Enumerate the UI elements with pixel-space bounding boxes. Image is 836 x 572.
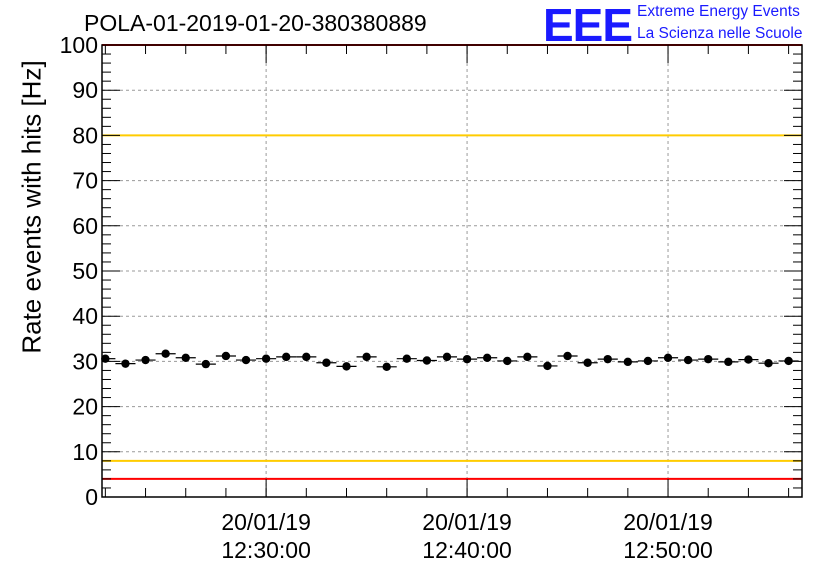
data-point [362,352,371,362]
data-point [704,354,713,364]
y-tick-label: 60 [72,213,98,239]
data-point [442,352,452,362]
data-point [402,354,411,363]
x-tick-date-label: 20/01/19 [623,509,713,535]
data-point [462,354,472,364]
grid [102,45,802,497]
data-point [543,361,552,371]
data-point [523,352,532,362]
y-tick-label: 10 [72,439,98,465]
data-point [683,355,693,365]
x-tick-time-label: 12:40:00 [422,537,512,563]
data-point [322,358,331,367]
data-point [282,352,291,362]
data-point [382,362,391,372]
data-point [503,356,512,366]
data-point [563,351,572,361]
data-point [603,354,612,364]
y-tick-label: 20 [72,394,98,420]
reference-lines [102,44,802,480]
x-tick-time-label: 12:30:00 [221,537,311,563]
data-point [221,351,231,361]
data-point [482,353,492,362]
data-point [422,356,432,365]
y-tick-label: 70 [72,168,98,194]
data-point [342,362,351,371]
data-point [663,353,673,362]
data-points [101,349,799,372]
data-point [764,359,773,368]
logo-line-2: La Scienza nelle Scuole [637,25,803,42]
data-point [181,353,190,362]
y-tick-label: 30 [72,348,98,374]
data-point [583,358,592,367]
axis-ticks [102,44,802,498]
data-point [302,352,311,362]
data-point [241,355,251,365]
y-tick-label: 80 [72,122,98,148]
chart-title: POLA-01-2019-01-20-380380889 [84,10,427,36]
x-tick-date-label: 20/01/19 [422,509,512,535]
eee-logo-mark: EEE [543,0,633,51]
data-point [161,349,170,358]
y-tick-label: 90 [72,77,98,103]
y-tick-label: 40 [72,303,98,329]
data-point [724,357,733,367]
x-tick-time-label: 12:50:00 [623,537,713,563]
data-point [744,355,753,364]
data-point [121,359,130,368]
x-tick-date-label: 20/01/19 [221,509,311,535]
logo-line-1: Extreme Energy Events [637,3,800,20]
data-point [623,357,633,367]
data-point [141,355,150,365]
data-point [101,354,110,363]
y-tick-label: 100 [60,32,98,58]
y-tick-label: 0 [85,484,98,510]
data-point [201,359,211,369]
tick-labels: 010203040506070809010020/01/1912:30:0020… [60,32,713,563]
data-point [261,354,271,363]
data-point [643,356,653,366]
y-tick-label: 50 [72,258,98,284]
